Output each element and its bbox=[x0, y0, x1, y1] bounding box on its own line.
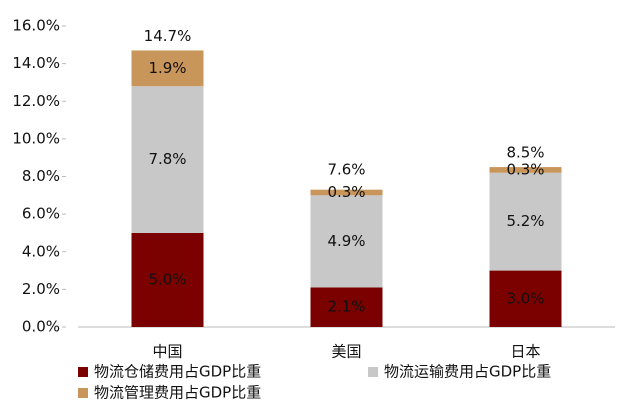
bar-segment bbox=[489, 270, 562, 327]
total-label: 8.5% bbox=[506, 144, 544, 162]
bar-segment bbox=[131, 86, 204, 233]
bar-segment bbox=[489, 172, 562, 271]
data-label: 3.0% bbox=[506, 289, 544, 307]
y-tick-label: 12.0% bbox=[12, 92, 60, 110]
y-tick-label: 4.0% bbox=[22, 242, 60, 260]
legend-swatch bbox=[78, 388, 88, 398]
x-tick-label: 日本 bbox=[510, 343, 540, 361]
y-tick-label: 8.0% bbox=[22, 167, 60, 185]
bar-segment bbox=[310, 287, 383, 327]
data-label: 5.0% bbox=[148, 270, 186, 288]
legend-label: 物流管理费用占GDP比重 bbox=[94, 384, 261, 402]
legend-label: 物流仓储费用占GDP比重 bbox=[94, 363, 261, 381]
bar-segment bbox=[310, 189, 383, 196]
data-label: 7.8% bbox=[148, 150, 186, 168]
legend-label: 物流运输费用占GDP比重 bbox=[384, 363, 551, 381]
y-tick-label: 10.0% bbox=[12, 129, 60, 147]
y-tick-label: 6.0% bbox=[22, 205, 60, 223]
legend-swatch bbox=[368, 367, 378, 377]
y-tick-label: 14.0% bbox=[12, 54, 60, 72]
bar-segment bbox=[131, 232, 204, 327]
data-label: 1.9% bbox=[148, 59, 186, 77]
total-label: 7.6% bbox=[327, 161, 365, 179]
bar-segment bbox=[310, 195, 383, 288]
bar-segment bbox=[131, 50, 204, 87]
total-label: 14.7% bbox=[144, 27, 192, 45]
x-tick-label: 中国 bbox=[152, 343, 182, 361]
bar-segment bbox=[489, 167, 562, 173]
data-label: 4.9% bbox=[327, 232, 365, 250]
y-tick-label: 16.0% bbox=[12, 17, 60, 35]
data-label: 5.2% bbox=[506, 212, 544, 230]
data-label: 0.3% bbox=[506, 160, 544, 178]
x-tick-label: 美国 bbox=[331, 343, 361, 361]
y-tick-label: 2.0% bbox=[22, 280, 60, 298]
y-tick-label: 0.0% bbox=[22, 318, 60, 336]
data-label: 0.3% bbox=[327, 183, 365, 201]
data-label: 2.1% bbox=[327, 298, 365, 316]
legend-swatch bbox=[78, 367, 88, 377]
